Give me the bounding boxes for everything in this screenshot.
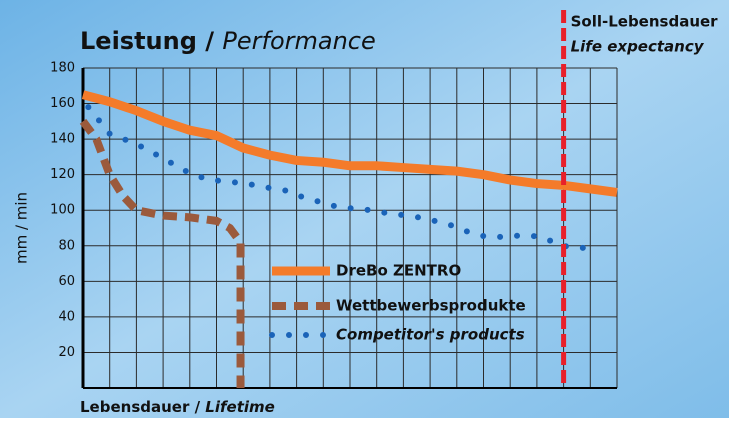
legend-label: Competitor's products xyxy=(336,326,525,344)
x-label-de: Lebensdauer / xyxy=(80,398,201,416)
title-en: Performance xyxy=(222,27,375,55)
y-tick-label: 80 xyxy=(58,238,75,253)
x-label-en: Lifetime xyxy=(205,398,275,416)
series-line xyxy=(85,104,602,253)
annotation-line2: Life expectancy xyxy=(571,38,705,56)
y-tick-label: 60 xyxy=(58,274,75,289)
y-axis-label: mm / min xyxy=(13,192,31,264)
y-tick-label: 100 xyxy=(50,203,75,218)
series-line xyxy=(79,118,245,388)
y-tick-label: 180 xyxy=(50,61,75,76)
y-tick-label: 140 xyxy=(50,132,75,147)
legend-label: DreBo ZENTRO xyxy=(336,262,461,280)
annotation-line1: Soll-Lebensdauer xyxy=(571,13,719,31)
legend-label: Wettbewerbsprodukte xyxy=(336,297,526,315)
y-tick-label: 120 xyxy=(50,167,75,182)
y-tick-label: 160 xyxy=(50,96,75,111)
y-tick-label: 20 xyxy=(58,345,75,360)
title-de: Leistung / xyxy=(80,27,214,55)
series-line xyxy=(81,90,618,197)
y-tick-label: 40 xyxy=(58,309,75,324)
plot: 20 40 60 80 100 120 140 160 180 DreBo ZENTRO Wettb… xyxy=(50,10,618,389)
chart-title: Leistung / Performance xyxy=(80,27,376,55)
x-axis-label: Lebensdauer / Lifetime xyxy=(80,398,275,416)
